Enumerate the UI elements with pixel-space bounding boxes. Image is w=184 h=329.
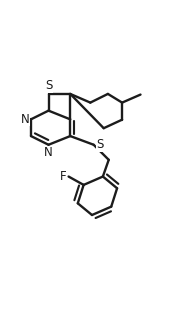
Text: N: N [44, 146, 53, 160]
Text: S: S [45, 79, 52, 92]
Text: N: N [21, 113, 29, 126]
Text: F: F [60, 170, 67, 183]
Text: S: S [96, 138, 104, 151]
